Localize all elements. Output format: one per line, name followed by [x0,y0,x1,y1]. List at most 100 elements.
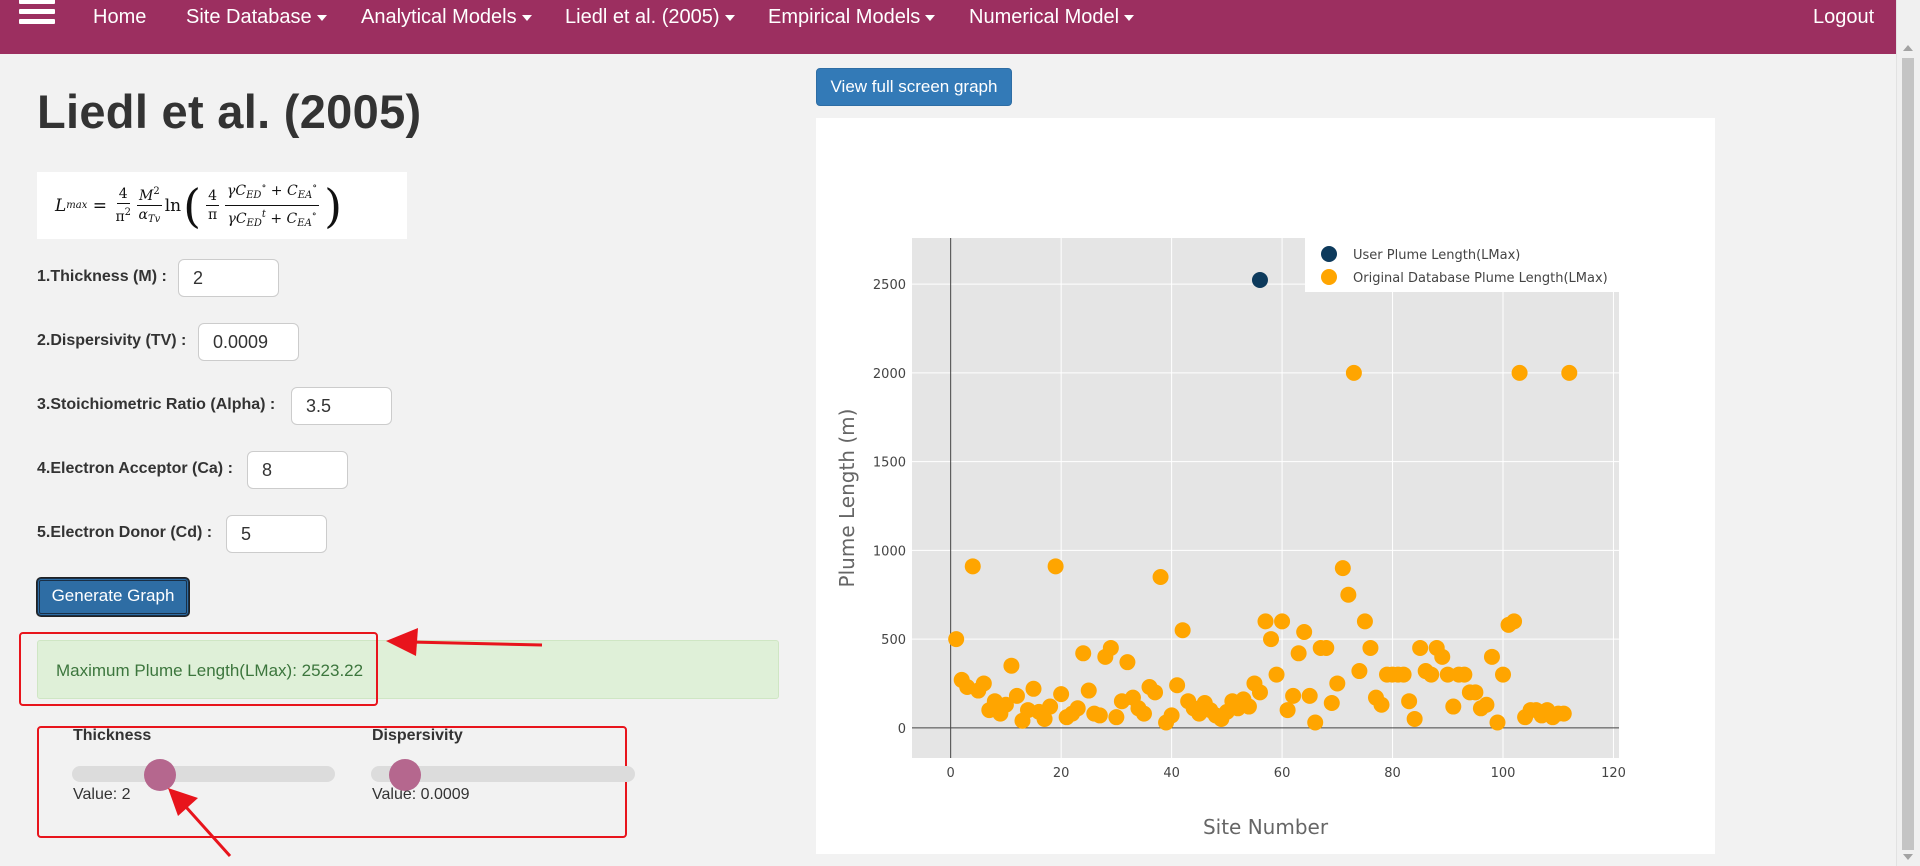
thickness-label: 1.Thickness (M) : [37,268,167,285]
legend-label: User Plume Length(LMax) [1353,248,1520,263]
scroll-up-arrow-icon[interactable] [1903,45,1913,51]
x-tick-label: 40 [1163,766,1180,781]
caret-down-icon [521,14,532,21]
dispersivity-slider-track[interactable] [371,766,635,782]
y-axis-title: Plume Length (m) [835,409,859,588]
data-point-database [1003,657,1020,674]
data-point-database [1439,666,1456,683]
dispersivity-slider-thumb[interactable] [389,759,421,791]
page-scrollbar[interactable] [1896,0,1920,866]
nav-liedl[interactable]: Liedl et al. (2005) [565,6,735,29]
top-navbar: Home Site Database Analytical Models Lie… [0,0,1897,54]
data-point-database [1152,568,1169,585]
data-point-database [1263,631,1280,648]
data-point-database [1445,698,1462,715]
logout-link[interactable]: Logout [1813,6,1875,28]
data-point-database [1356,613,1373,630]
data-point-database [1036,710,1053,727]
nav-liedl-label: Liedl et al. (2005) [565,6,720,28]
y-tick-label: 0 [898,722,906,737]
thickness-slider-track[interactable] [72,766,335,782]
data-point-database [1268,666,1285,683]
nav-empirical-models[interactable]: Empirical Models [768,6,936,29]
data-point-database [1119,654,1136,671]
electron-donor-input[interactable]: 5 [226,515,327,553]
result-highlight-box [19,632,378,706]
data-point-database [1351,663,1368,680]
data-point-database [1489,714,1506,731]
data-point-database [1406,710,1423,727]
data-point-database [1174,622,1191,639]
data-point-database [1334,560,1351,577]
data-point-database [1373,696,1390,713]
generate-graph-button[interactable]: Generate Graph [37,578,189,616]
data-point-database [1434,648,1451,665]
thickness-input[interactable]: 2 [178,259,279,297]
result-text: Maximum Plume Length(LMax): 2523.22 [56,661,364,680]
y-tick-label: 2500 [873,278,906,293]
data-point-database [1301,687,1318,704]
nav-site-database-label: Site Database [186,6,312,28]
data-point-database [1251,684,1268,701]
hamburger-menu-icon[interactable] [19,0,55,28]
data-point-database [1423,666,1440,683]
data-point-database [1025,680,1042,697]
thickness-slider-value: Value: 2 [73,786,131,803]
nav-empirical-models-label: Empirical Models [768,6,921,28]
data-point-database [1147,684,1164,701]
scrollbar-thumb[interactable] [1902,58,1914,850]
data-point-database [975,675,992,692]
electron-donor-label: 5.Electron Donor (Cd) : [37,524,213,541]
dispersivity-input[interactable]: 0.0009 [198,323,299,361]
caret-down-icon [316,14,327,21]
dispersivity-slider-value: Value: 0.0009 [372,786,470,803]
plot-area [912,238,1619,758]
data-point-database [1412,639,1429,656]
x-tick-label: 60 [1274,766,1291,781]
data-point-database [1091,707,1108,724]
data-point-database [1478,696,1495,713]
stoichiometric-ratio-label: 3.Stoichiometric Ratio (Alpha) : [37,396,276,413]
data-point-database [1008,687,1025,704]
y-tick-label: 500 [881,633,906,648]
data-point-database [1163,707,1180,724]
caret-down-icon [1124,14,1135,21]
nav-analytical-models[interactable]: Analytical Models [361,6,532,29]
data-point-database [1506,613,1523,630]
nav-numerical-model[interactable]: Numerical Model [969,6,1135,29]
view-full-screen-graph-button[interactable]: View full screen graph [816,68,1012,106]
x-tick-label: 80 [1384,766,1401,781]
data-point-database [1456,666,1473,683]
data-point-database [1075,645,1092,662]
data-point-database [1053,686,1070,703]
data-point-database [1318,639,1335,656]
nav-site-database[interactable]: Site Database [186,6,327,29]
stoichiometric-ratio-input[interactable]: 3.5 [291,387,392,425]
data-point-database [1329,675,1346,692]
data-point-database [1257,613,1274,630]
data-point-database [1285,687,1302,704]
caret-down-icon [724,14,735,21]
x-tick-label: 100 [1491,766,1516,781]
data-point-database [1102,639,1119,656]
scroll-down-arrow-icon[interactable] [1903,854,1913,860]
data-point-database [1561,364,1578,381]
data-point-database [1395,666,1412,683]
nav-home[interactable]: Home [93,6,146,29]
x-axis-title: Site Number [1203,815,1329,839]
data-point-user [1251,272,1268,289]
thickness-slider-thumb[interactable] [144,759,176,791]
electron-acceptor-input[interactable]: 8 [247,451,348,489]
electron-acceptor-label: 4.Electron Acceptor (Ca) : [37,460,233,477]
scatter-chart: 0 20 40 60 80 100 120 0 500 1000 1500 2000 2500 Site … [835,238,1626,839]
thickness-slider-title: Thickness [73,727,152,744]
dispersivity-slider-title: Dispersivity [372,727,463,744]
data-point-database [1080,682,1097,699]
data-point-database [1323,694,1340,711]
data-point-database [1511,364,1528,381]
data-point-database [1135,705,1152,722]
data-point-database [997,696,1014,713]
x-tick-label: 20 [1053,766,1070,781]
caret-down-icon [925,14,936,21]
